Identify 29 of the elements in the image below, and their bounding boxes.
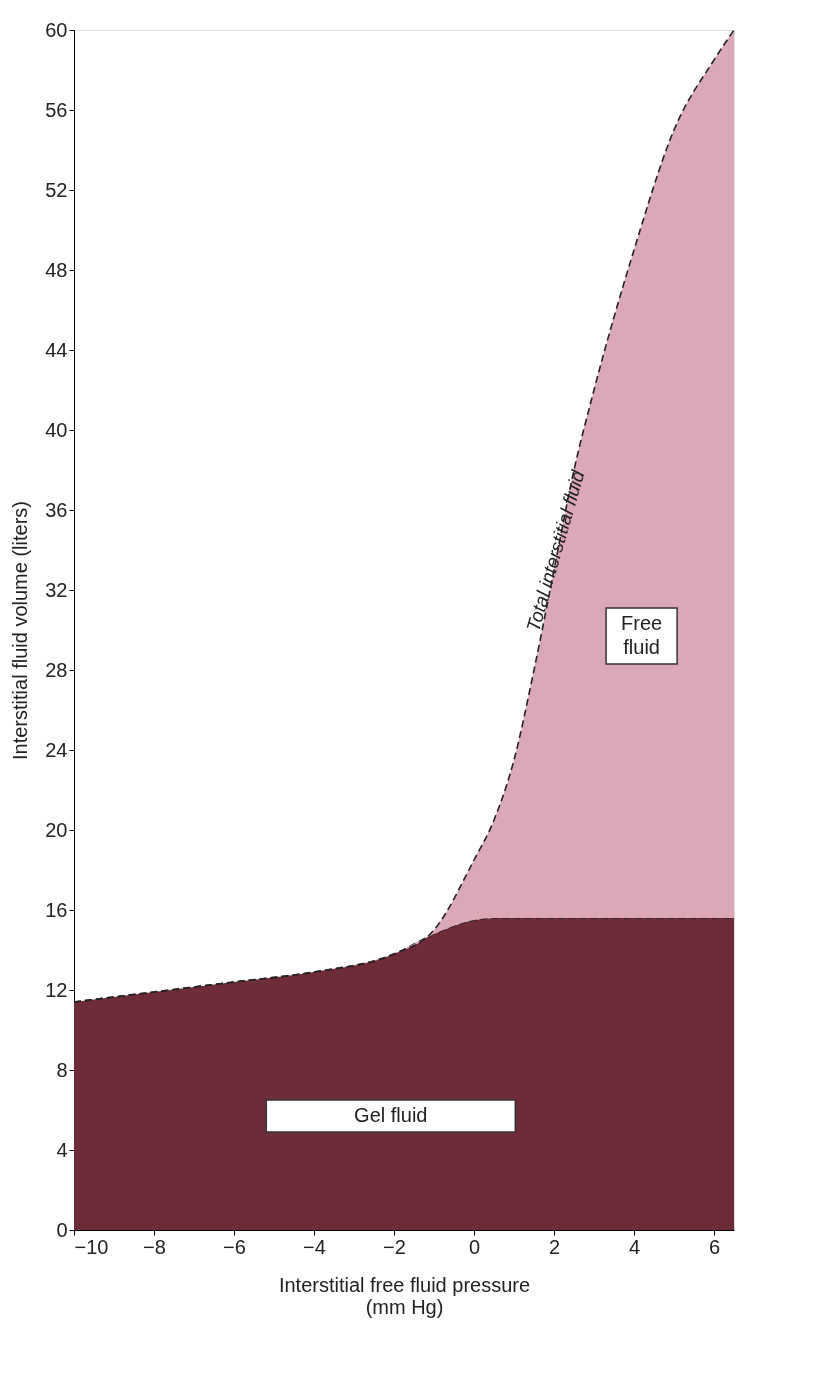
y-tick-label: 36 — [45, 498, 68, 521]
x-tick-label: −2 — [383, 1235, 406, 1258]
x-tick-label: −6 — [223, 1235, 246, 1258]
x-tick-label: −4 — [303, 1235, 326, 1258]
y-tick-label: 24 — [45, 738, 68, 761]
y-tick-label: 4 — [56, 1138, 68, 1161]
y-tick-label: 28 — [45, 658, 68, 681]
y-tick-label: 20 — [45, 818, 68, 841]
x-tick-label: 4 — [628, 1235, 641, 1258]
y-tick-label: 52 — [45, 178, 68, 201]
y-tick-label: 60 — [45, 18, 68, 41]
y-tick-label: 0 — [56, 1218, 68, 1241]
y-tick-label: 48 — [45, 258, 68, 281]
y-axis-title: Interstitial fluid volume (liters) — [9, 501, 32, 760]
y-tick-label: 8 — [56, 1058, 68, 1081]
y-tick-label: 40 — [45, 418, 68, 441]
y-tick-label: 56 — [45, 98, 68, 121]
x-tick-label: 0 — [468, 1235, 481, 1258]
series-label: Gel fluid — [354, 1104, 428, 1126]
series-label: Free fluid — [621, 612, 663, 658]
x-tick-label: 6 — [708, 1235, 721, 1258]
y-tick-label: 44 — [45, 338, 68, 361]
x-tick-label: 2 — [548, 1235, 561, 1258]
y-tick-label: 16 — [45, 898, 68, 921]
x-axis-title: Interstitial free fluid pressure (mm Hg) — [278, 1273, 531, 1318]
x-tick-label: −8 — [143, 1235, 166, 1258]
x-tick-label: −10 — [74, 1235, 109, 1258]
y-tick-label: 32 — [45, 578, 68, 601]
y-tick-label: 12 — [45, 978, 68, 1001]
